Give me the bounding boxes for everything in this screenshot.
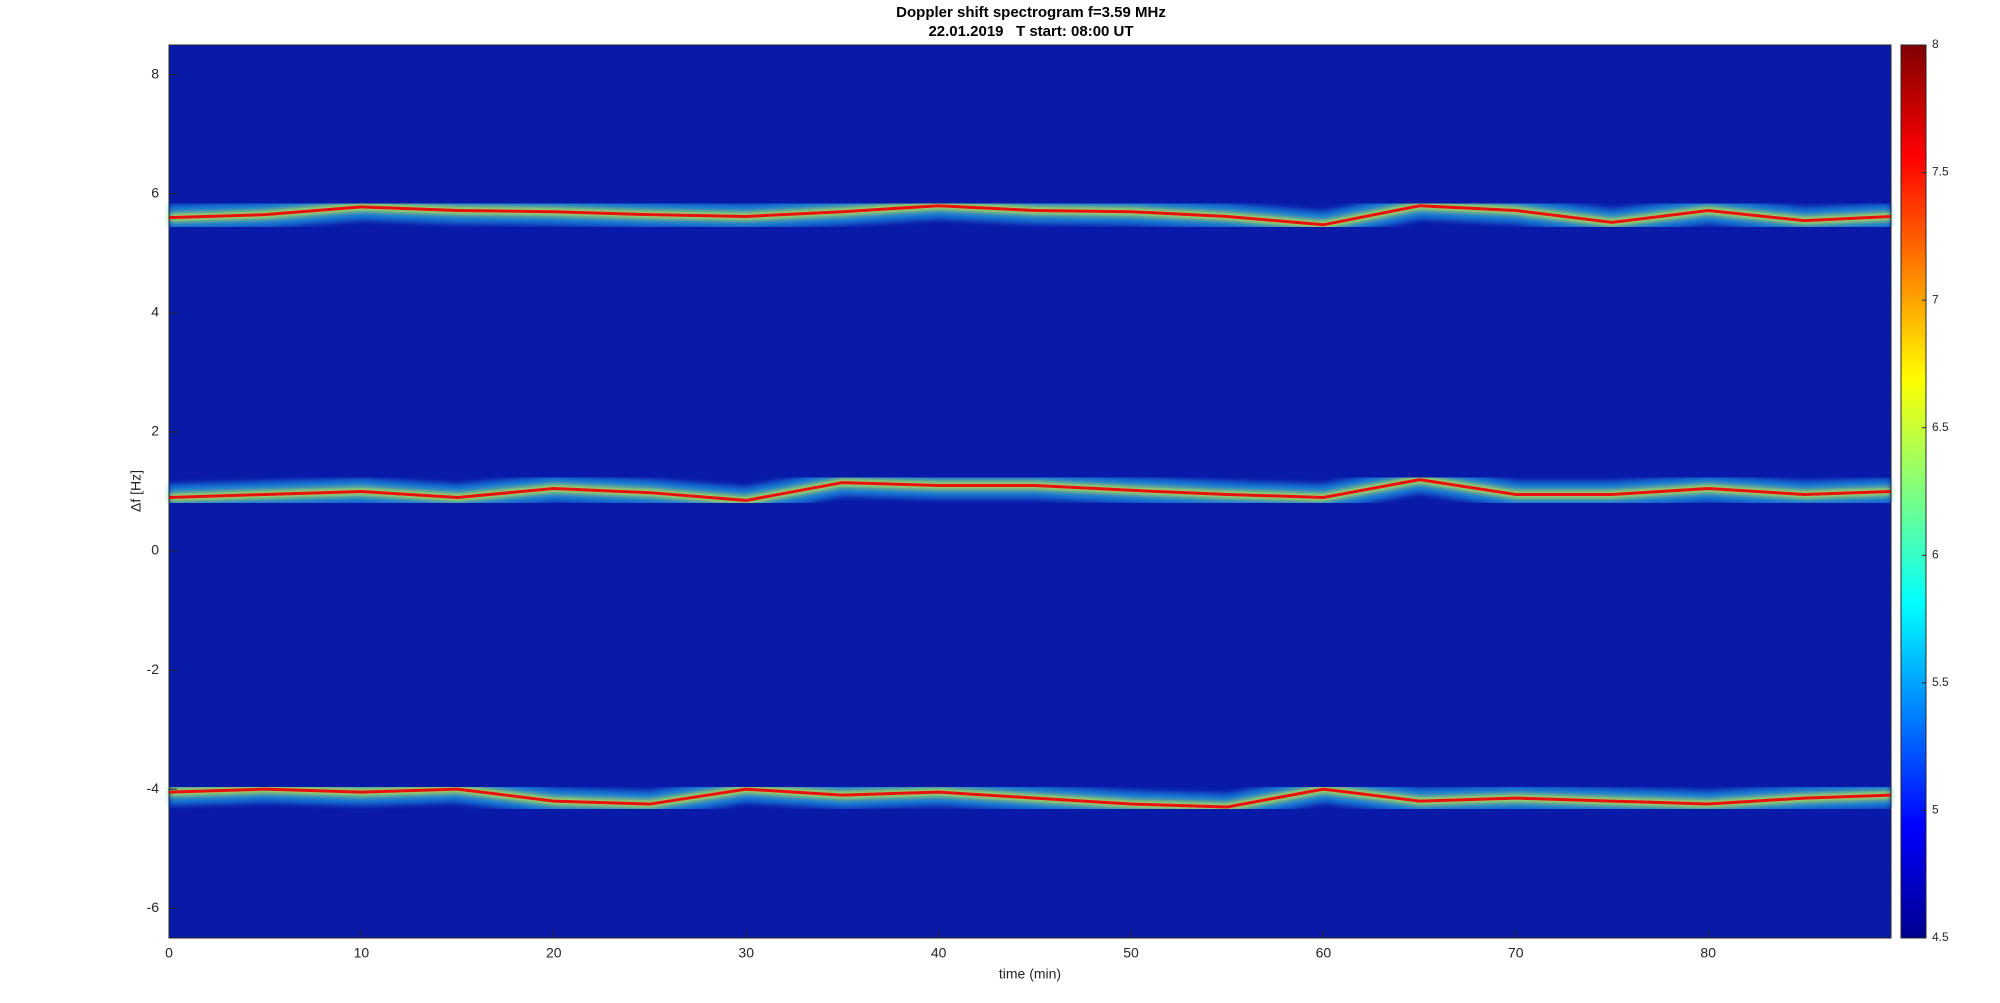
- colorbar-tick-label: 7: [1932, 292, 1939, 306]
- x-tick-label: 20: [546, 945, 562, 961]
- colorbar-tick-label: 6: [1932, 547, 1939, 561]
- trace: [168, 787, 1892, 809]
- x-tick-label: 30: [738, 945, 754, 961]
- colorbar-tick-label: 6.5: [1932, 420, 1949, 434]
- chart-title: Doppler shift spectrogram f=3.59 MHz: [896, 4, 1166, 21]
- plot-frame: [168, 44, 1892, 939]
- y-tick-label: -4: [147, 780, 160, 796]
- chart-subtitle: 22.01.2019 T start: 08:00 UT: [928, 23, 1133, 40]
- y-tick-label: 6: [151, 185, 159, 201]
- x-tick-label: 70: [1508, 945, 1524, 961]
- x-tick-label: 80: [1700, 945, 1716, 961]
- y-tick-label: 0: [151, 542, 159, 558]
- colorbar: [1900, 44, 1927, 939]
- y-tick-label: 4: [151, 304, 159, 320]
- colorbar-tick-label: 4.5: [1932, 930, 1949, 944]
- trace: [168, 478, 1892, 502]
- x-tick-label: 0: [165, 945, 173, 961]
- y-tick-label: 2: [151, 423, 159, 439]
- x-axis-label: time (min): [999, 966, 1061, 982]
- x-tick-label: 50: [1123, 945, 1139, 961]
- y-tick-label: -2: [147, 661, 160, 677]
- x-tick-label: 40: [931, 945, 947, 961]
- y-axis-label: Δf [Hz]: [128, 470, 144, 512]
- y-tick-label: 8: [151, 65, 159, 81]
- colorbar-tick-label: 8: [1932, 37, 1939, 51]
- trace: [168, 204, 1892, 227]
- colorbar-tick-label: 5.5: [1932, 675, 1949, 689]
- colorbar-tick-label: 5: [1932, 803, 1939, 817]
- y-tick-label: -6: [147, 899, 160, 915]
- colorbar-tick-label: 7.5: [1932, 165, 1949, 179]
- x-tick-label: 60: [1316, 945, 1332, 961]
- x-tick-label: 10: [354, 945, 370, 961]
